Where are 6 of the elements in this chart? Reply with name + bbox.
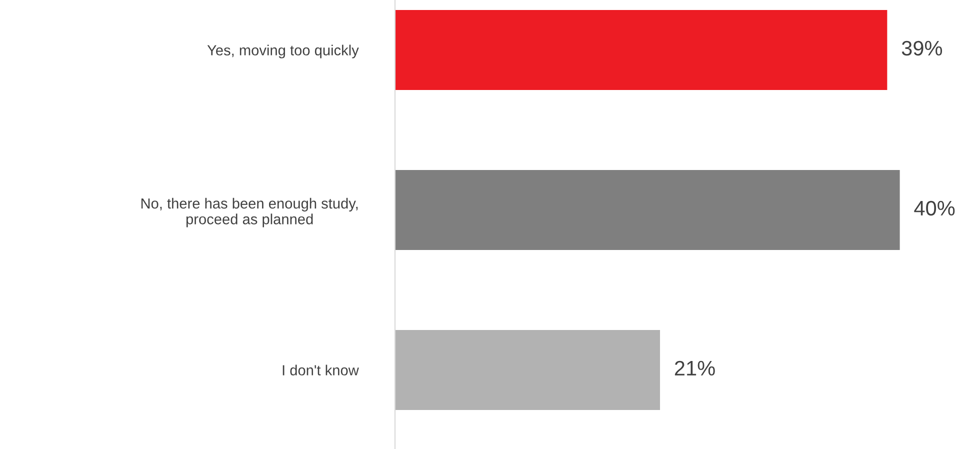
- y-tick-label: Yes, moving too quickly: [207, 44, 359, 58]
- data-label: 40%: [914, 200, 955, 216]
- data-label: 21%: [674, 360, 715, 376]
- data-label: 39%: [902, 40, 942, 56]
- y-tick-label: I don't know: [282, 364, 359, 376]
- y-tick-label: No, there has been enough study, proceed as planned: [141, 198, 358, 228]
